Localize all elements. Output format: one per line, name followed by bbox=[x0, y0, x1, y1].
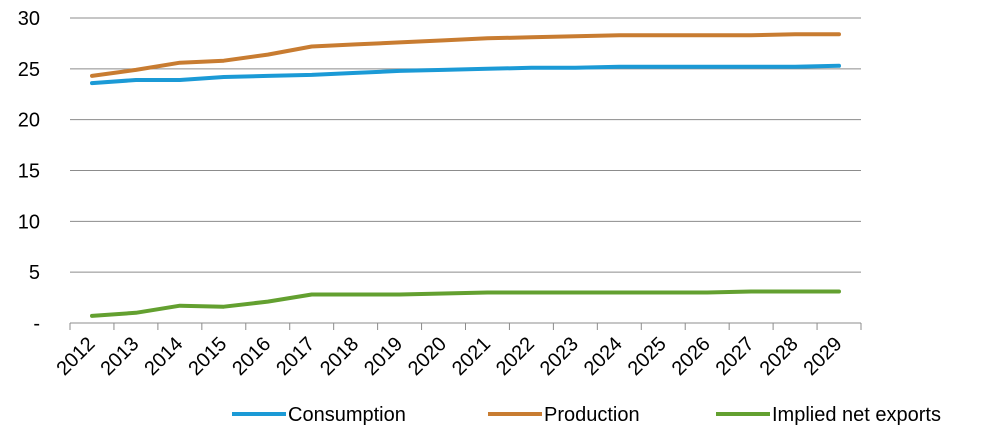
series-line-production bbox=[90, 32, 841, 78]
legend-label: Implied net exports bbox=[772, 404, 941, 426]
x-tick-label: 2022 bbox=[492, 333, 539, 380]
x-tick-label: 2019 bbox=[360, 333, 407, 380]
x-tick-label: 2018 bbox=[316, 333, 363, 380]
x-tick-label: 2021 bbox=[448, 333, 495, 380]
legend: Consumption Production Implied net exports bbox=[232, 404, 941, 426]
x-tick-label: 2014 bbox=[140, 333, 187, 380]
y-tick-label: 10 bbox=[18, 211, 40, 233]
x-tick-label: 2012 bbox=[52, 333, 99, 380]
y-tick-label: 15 bbox=[18, 161, 40, 183]
x-tick-label: 2016 bbox=[228, 333, 275, 380]
x-axis bbox=[69, 322, 862, 330]
x-tick-label: 2025 bbox=[624, 333, 671, 380]
series-line-implied-net-exports bbox=[90, 289, 841, 318]
x-tick-label: 2015 bbox=[184, 333, 231, 380]
x-tick-label: 2024 bbox=[580, 333, 627, 380]
x-axis-tick-labels: 2012201320142015201620172018201920202021… bbox=[52, 333, 846, 380]
x-tick-label: 2023 bbox=[536, 333, 583, 380]
x-tick-label: 2026 bbox=[668, 333, 715, 380]
series-line-consumption bbox=[90, 63, 841, 86]
y-tick-label: 20 bbox=[18, 110, 40, 132]
x-tick-label: 2013 bbox=[96, 333, 143, 380]
series-lines bbox=[90, 32, 841, 318]
y-tick-label: 5 bbox=[29, 262, 40, 284]
y-axis-tick-labels: - 5 10 15 20 25 30 bbox=[18, 8, 40, 335]
x-tick-label: 2020 bbox=[404, 333, 451, 380]
y-tick-label: 30 bbox=[18, 8, 40, 30]
legend-label: Production bbox=[544, 404, 640, 426]
x-tick-label: 2028 bbox=[756, 333, 803, 380]
y-tick-label: 25 bbox=[18, 59, 40, 81]
x-tick-label: 2017 bbox=[272, 333, 319, 380]
x-tick-label: 2029 bbox=[800, 333, 847, 380]
y-tick-label: - bbox=[33, 313, 40, 335]
gridlines bbox=[70, 17, 861, 273]
x-tick-label: 2027 bbox=[712, 333, 759, 380]
legend-label: Consumption bbox=[288, 404, 406, 426]
